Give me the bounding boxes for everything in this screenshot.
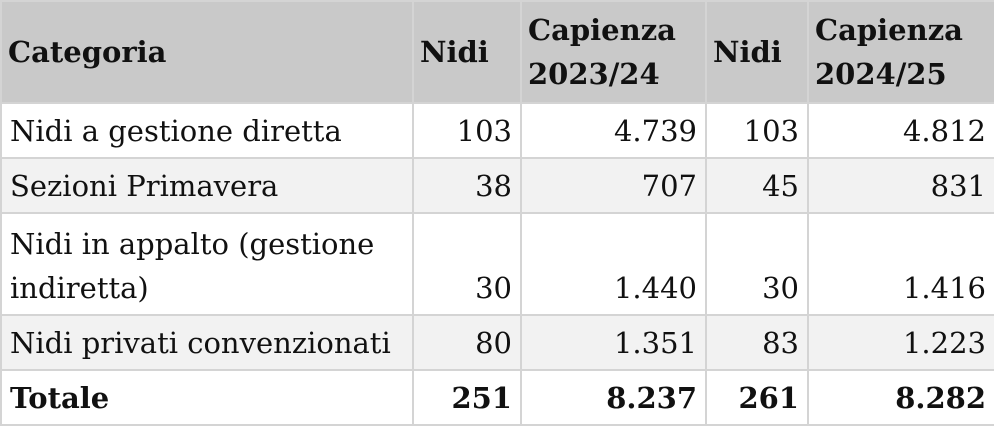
cell-capienza-2024: 831 xyxy=(807,157,994,214)
table-row: Sezioni Primavera 38 707 45 831 xyxy=(0,157,994,214)
total-label: Totale xyxy=(0,369,414,426)
header-row: Categoria Nidi Capienza 2023/24 Nidi Cap… xyxy=(0,0,994,104)
header-capienza-2023-24: Capienza 2023/24 xyxy=(520,0,707,104)
cell-capienza-2023: 1.440 xyxy=(520,212,707,316)
header-capienza-2024-25: Capienza 2024/25 xyxy=(807,0,994,104)
row-category: Nidi privati convenzionati xyxy=(0,314,414,371)
row-category: Nidi in appalto (gestione indiretta) xyxy=(0,212,414,316)
cell-nidi-2023: 38 xyxy=(412,157,522,214)
header-categoria: Categoria xyxy=(0,0,414,104)
header-nidi-2024: Nidi xyxy=(705,0,809,104)
table-row: Nidi privati convenzionati 80 1.351 83 1… xyxy=(0,314,994,371)
cell-capienza-2024: 4.812 xyxy=(807,102,994,159)
cell-capienza-2023: 4.739 xyxy=(520,102,707,159)
cell-nidi-2024: 103 xyxy=(705,102,809,159)
cell-capienza-2023: 707 xyxy=(520,157,707,214)
cell-nidi-2023: 80 xyxy=(412,314,522,371)
total-nidi-2024: 261 xyxy=(705,369,809,426)
cell-nidi-2024: 83 xyxy=(705,314,809,371)
cell-capienza-2024: 1.416 xyxy=(807,212,994,316)
table-row: Nidi a gestione diretta 103 4.739 103 4.… xyxy=(0,102,994,159)
header-nidi-2023: Nidi xyxy=(412,0,522,104)
cell-nidi-2023: 30 xyxy=(412,212,522,316)
row-category: Nidi a gestione diretta xyxy=(0,102,414,159)
table-row: Nidi in appalto (gestione indiretta) 30 … xyxy=(0,212,994,316)
cell-nidi-2024: 45 xyxy=(705,157,809,214)
total-row: Totale 251 8.237 261 8.282 xyxy=(0,369,994,426)
row-category: Sezioni Primavera xyxy=(0,157,414,214)
cell-capienza-2024: 1.223 xyxy=(807,314,994,371)
total-capienza-2023: 8.237 xyxy=(520,369,707,426)
cell-nidi-2023: 103 xyxy=(412,102,522,159)
total-nidi-2023: 251 xyxy=(412,369,522,426)
cell-capienza-2023: 1.351 xyxy=(520,314,707,371)
cell-nidi-2024: 30 xyxy=(705,212,809,316)
total-capienza-2024: 8.282 xyxy=(807,369,994,426)
